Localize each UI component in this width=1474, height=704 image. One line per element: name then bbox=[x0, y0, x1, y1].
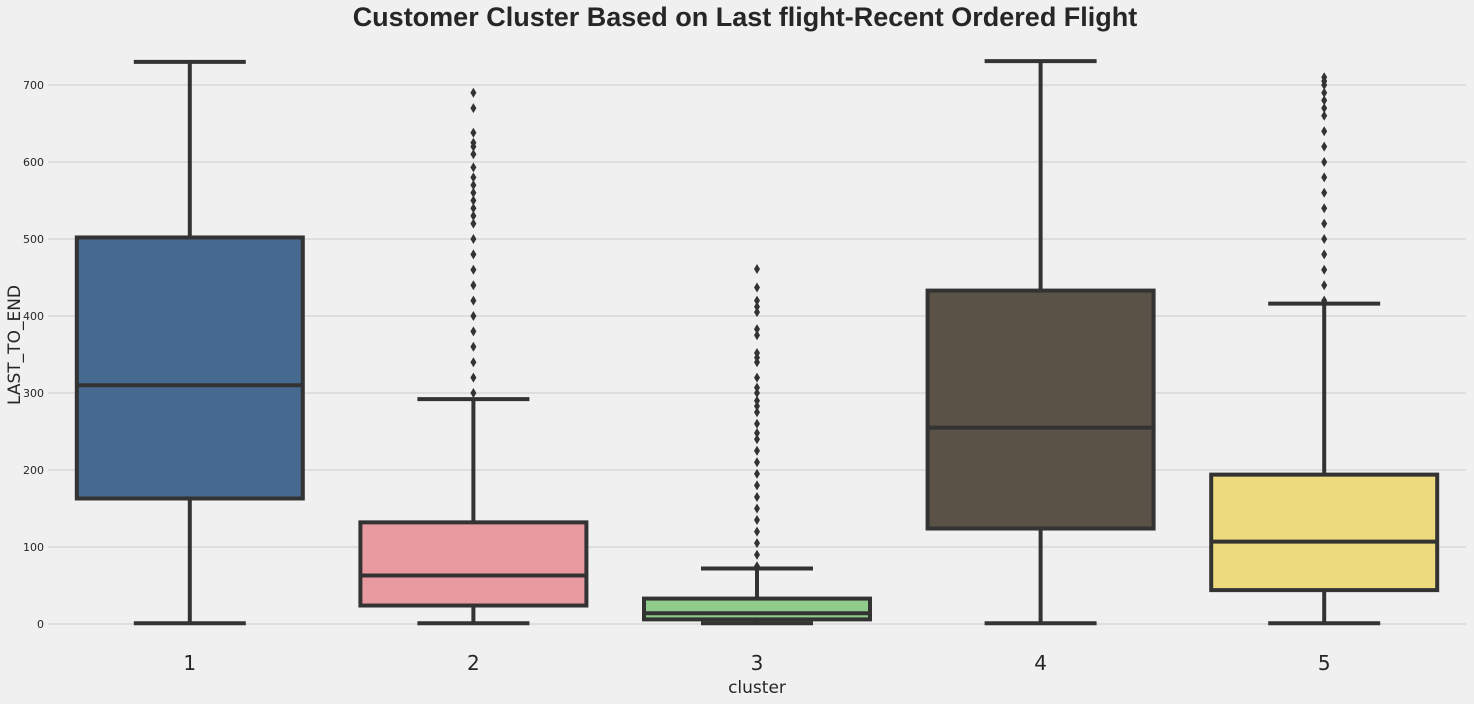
box-cluster-5 bbox=[1209, 72, 1440, 626]
x-axis-ticks: 1 2 3 4 5 bbox=[183, 651, 1330, 675]
y-tick-label: 100 bbox=[23, 541, 44, 554]
outlier-point bbox=[470, 103, 477, 114]
outlier-point bbox=[754, 324, 760, 335]
outlier-point bbox=[470, 87, 477, 98]
outlier-point bbox=[754, 418, 760, 429]
outlier-point bbox=[470, 249, 477, 260]
outlier-point bbox=[470, 295, 477, 306]
outlier-point bbox=[1321, 157, 1328, 167]
outlier-point bbox=[470, 180, 477, 191]
outlier-point bbox=[1321, 103, 1328, 114]
outlier-point bbox=[754, 347, 760, 358]
outlier-point bbox=[1321, 95, 1328, 106]
outlier-point bbox=[1321, 172, 1328, 183]
outlier-point bbox=[1321, 87, 1328, 98]
box-cluster-1 bbox=[74, 59, 305, 626]
outlier-point bbox=[1321, 126, 1328, 137]
y-axis-ticks: 0 100 200 300 400 500 600 700 bbox=[23, 79, 44, 631]
outlier-point bbox=[754, 330, 760, 341]
outlier-point bbox=[1321, 72, 1328, 83]
outlier-point bbox=[470, 127, 477, 138]
iqr-box bbox=[1209, 472, 1440, 593]
outlier-point bbox=[470, 264, 477, 275]
outlier-point bbox=[754, 301, 760, 312]
y-tick-label: 700 bbox=[23, 79, 44, 92]
outlier-point bbox=[754, 428, 760, 439]
outlier-point bbox=[470, 162, 477, 173]
outlier-point bbox=[470, 203, 477, 214]
box-cluster-4 bbox=[925, 59, 1156, 626]
outlier-point bbox=[1321, 264, 1328, 275]
outlier-point bbox=[470, 357, 477, 368]
y-tick-label: 200 bbox=[23, 464, 44, 477]
iqr-box bbox=[642, 596, 872, 622]
outlier-point bbox=[754, 264, 760, 275]
outlier-point bbox=[1321, 141, 1328, 152]
outlier-point bbox=[754, 457, 760, 468]
x-tick-label: 3 bbox=[751, 651, 764, 675]
outlier-point bbox=[1321, 280, 1328, 291]
boxes bbox=[74, 59, 1440, 626]
outlier-point bbox=[754, 503, 760, 514]
outlier-point bbox=[470, 234, 477, 244]
y-tick-label: 600 bbox=[23, 156, 44, 169]
outlier-point bbox=[754, 526, 760, 537]
box-cluster-3 bbox=[642, 264, 872, 626]
outlier-point bbox=[754, 295, 760, 306]
x-tick-label: 4 bbox=[1034, 651, 1047, 675]
outlier-point bbox=[754, 561, 760, 572]
outlier-point bbox=[754, 407, 760, 418]
y-tick-label: 0 bbox=[37, 618, 44, 631]
chart-title: Customer Cluster Based on Last flight-Re… bbox=[353, 2, 1138, 32]
outlier-point bbox=[470, 341, 477, 352]
x-tick-label: 5 bbox=[1318, 651, 1331, 675]
outlier-point bbox=[754, 401, 760, 412]
x-tick-label: 2 bbox=[467, 651, 480, 675]
box-cluster-2 bbox=[358, 87, 589, 626]
y-tick-label: 300 bbox=[23, 387, 44, 400]
y-tick-label: 400 bbox=[23, 310, 44, 323]
outlier-point bbox=[1321, 187, 1328, 198]
outlier-point bbox=[470, 326, 477, 337]
outlier-point bbox=[470, 149, 477, 160]
outlier-point bbox=[754, 307, 760, 318]
outlier-point bbox=[470, 137, 477, 148]
iqr-box bbox=[358, 520, 589, 608]
outlier-point bbox=[754, 549, 760, 560]
iqr-box bbox=[74, 235, 305, 501]
outlier-point bbox=[470, 311, 477, 321]
outlier-point bbox=[470, 218, 477, 229]
outlier-point bbox=[754, 538, 760, 549]
outlier-point bbox=[470, 195, 477, 206]
outlier-point bbox=[470, 187, 477, 198]
outlier-point bbox=[1321, 234, 1328, 244]
outlier-point bbox=[754, 480, 760, 491]
outlier-point bbox=[754, 395, 760, 406]
outlier-point bbox=[1321, 203, 1328, 214]
x-axis-label: cluster bbox=[728, 678, 786, 698]
outlier-point bbox=[470, 372, 477, 383]
outlier-point bbox=[754, 372, 760, 383]
y-tick-label: 500 bbox=[23, 233, 44, 246]
outlier-point bbox=[754, 388, 760, 398]
outlier-point bbox=[1321, 218, 1328, 229]
iqr-box bbox=[925, 288, 1156, 531]
outlier-point bbox=[754, 515, 760, 526]
outlier-point bbox=[470, 280, 477, 291]
outlier-point bbox=[1321, 110, 1328, 121]
outlier-point bbox=[754, 468, 760, 479]
outlier-point bbox=[1321, 249, 1328, 260]
outlier-point bbox=[754, 491, 760, 502]
outlier-point bbox=[470, 388, 477, 398]
y-axis-label: LAST_TO_END bbox=[5, 285, 25, 405]
outlier-point bbox=[754, 445, 760, 456]
outlier-point bbox=[470, 172, 477, 183]
outlier-point bbox=[754, 282, 760, 293]
outlier-point bbox=[470, 210, 477, 221]
x-tick-label: 1 bbox=[183, 651, 196, 675]
outlier-point bbox=[1321, 295, 1328, 306]
outlier-point bbox=[754, 434, 760, 445]
outlier-point bbox=[754, 382, 760, 393]
